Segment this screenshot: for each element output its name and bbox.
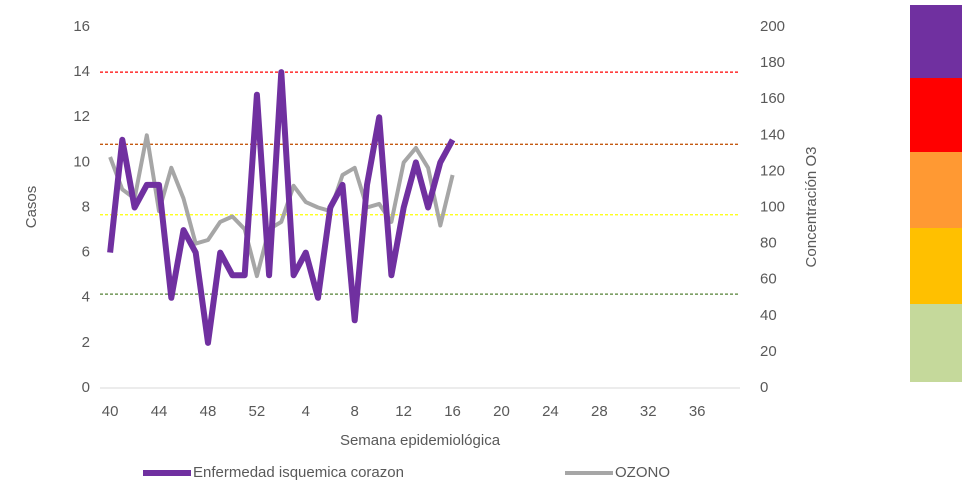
y-tick-label: 4 [82, 289, 90, 306]
y-tick-label: 14 [73, 63, 90, 80]
y-tick-label: 16 [73, 18, 90, 35]
y2-tick-label: 20 [760, 343, 777, 360]
y2-tick-label: 0 [760, 379, 768, 396]
color-scale [910, 5, 962, 382]
x-axis-title: Semana epidemiológica [340, 432, 501, 449]
y2-tick-label: 120 [760, 162, 785, 179]
y-tick-label: 2 [82, 334, 90, 351]
legend-label: OZONO [615, 464, 670, 481]
y2-axis-title: Concentración O3 [803, 147, 820, 268]
y-tick-label: 10 [73, 153, 90, 170]
x-tick-label: 36 [689, 403, 706, 420]
y2-tick-label: 80 [760, 235, 777, 252]
x-tick-label: 52 [249, 403, 266, 420]
legend-label: Enfermedad isquemica corazon [193, 464, 404, 481]
y2-tick-label: 60 [760, 271, 777, 288]
x-tick-label: 20 [493, 403, 510, 420]
y2-tick-label: 180 [760, 54, 785, 71]
y2-tick-label: 100 [760, 198, 785, 215]
x-tick-label: 12 [395, 403, 412, 420]
x-tick-label: 16 [444, 403, 461, 420]
scale-band [910, 78, 962, 152]
x-tick-label: 40 [102, 403, 119, 420]
scale-band [910, 5, 962, 78]
y-tick-label: 6 [82, 244, 90, 261]
y-tick-label: 12 [73, 108, 90, 125]
scale-band [910, 304, 962, 382]
y-tick-label: 8 [82, 198, 90, 215]
scale-band [910, 228, 962, 304]
y2-tick-label: 200 [760, 18, 785, 35]
x-tick-label: 32 [640, 403, 657, 420]
y-tick-label: 0 [82, 379, 90, 396]
x-tick-label: 24 [542, 403, 559, 420]
series-line [107, 69, 456, 346]
x-tick-label: 28 [591, 403, 608, 420]
series-line [108, 133, 455, 279]
y2-tick-label: 40 [760, 307, 777, 324]
scale-band [910, 152, 962, 228]
x-tick-label: 48 [200, 403, 217, 420]
y2-tick-label: 140 [760, 126, 785, 143]
x-tick-label: 44 [151, 403, 168, 420]
y2-tick-label: 160 [760, 90, 785, 107]
x-tick-label: 4 [302, 403, 310, 420]
y-axis-title: Casos [23, 186, 40, 229]
x-tick-label: 8 [351, 403, 359, 420]
